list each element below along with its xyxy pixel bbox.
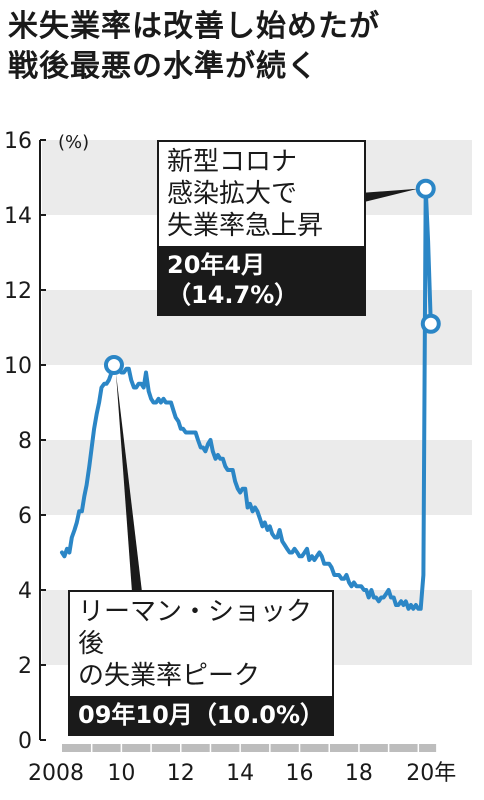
y-tick-label: 4	[18, 579, 32, 604]
covid-annotation: 新型コロナ 感染拡大で 失業率急上昇 20年4月 （14.7%）	[157, 140, 366, 316]
x-tick-labels: 2008 10 12 14 16 18 20年	[28, 761, 456, 786]
annotation-leader-lines	[115, 188, 418, 592]
x-tick-label: 2008	[28, 761, 84, 786]
y-tick-label: 14	[4, 204, 32, 229]
y-tick-label: 10	[4, 354, 32, 379]
y-tick-label: 6	[18, 504, 32, 529]
chart-title-line1: 米失業率は改善し始めたが	[8, 9, 380, 44]
x-tick-label: 10	[107, 761, 135, 786]
x-tick-label: 12	[167, 761, 195, 786]
x-tick-label: 14	[226, 761, 254, 786]
axes	[39, 139, 46, 741]
x-tick-label: 16	[286, 761, 314, 786]
covid-annotation-value: 20年4月 （14.7%）	[159, 246, 364, 314]
covid-annotation-text: 新型コロナ 感染拡大で 失業率急上昇	[167, 147, 324, 241]
x-axis-year-bar	[62, 744, 437, 752]
lehman-annotation: リーマン・ショック後 の失業率ピーク 09年10月（10.0%）	[68, 590, 334, 736]
lehman-leader	[115, 373, 142, 592]
y-tick-label: 12	[4, 279, 32, 304]
covid-leader	[360, 188, 418, 203]
highlight-markers	[103, 178, 441, 375]
highlight-point	[415, 178, 436, 199]
unemployment-rate-line	[60, 186, 433, 611]
grid-band	[42, 440, 472, 515]
y-tick-label: 0	[18, 729, 32, 754]
y-tick-label: 8	[18, 429, 32, 454]
highlight-point	[103, 355, 124, 375]
chart-title-line2: 戦後最悪の水準が続く	[8, 49, 318, 84]
x-tick-label: 20年	[406, 761, 456, 786]
y-tick-labels: 0 2 4 6 8 10 12 14 16	[4, 129, 32, 754]
y-unit-label: (%)	[58, 132, 89, 153]
lehman-annotation-text: リーマン・ショック後 の失業率ピーク	[78, 597, 313, 691]
x-tick-label: 18	[345, 761, 373, 786]
y-tick-label: 16	[4, 129, 32, 154]
highlight-point	[420, 313, 441, 334]
x-axis-bar	[62, 744, 437, 752]
lehman-annotation-value: 09年10月（10.0%）	[70, 696, 332, 734]
y-tick-label: 2	[18, 654, 32, 679]
